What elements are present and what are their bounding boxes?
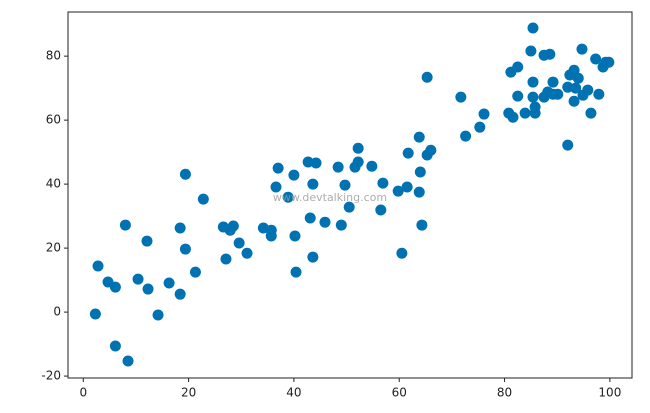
point: [92, 260, 104, 272]
x-tick-label: 80: [497, 386, 512, 400]
point: [512, 61, 524, 73]
points: [89, 22, 615, 367]
point: [478, 108, 490, 120]
point: [310, 157, 322, 169]
point: [568, 95, 580, 107]
point: [304, 212, 316, 224]
point: [152, 309, 164, 321]
point: [425, 144, 437, 156]
point: [307, 251, 319, 263]
point: [89, 308, 101, 320]
point: [265, 224, 277, 236]
point: [460, 130, 472, 142]
point: [527, 91, 539, 103]
point: [590, 53, 602, 65]
plot-frame: [67, 11, 633, 379]
point: [375, 204, 387, 216]
watermark: www.devtalking.com: [273, 191, 387, 204]
point: [402, 147, 414, 159]
point: [174, 288, 186, 300]
y-tick-label: 60: [46, 113, 61, 127]
point: [179, 168, 191, 180]
point: [109, 281, 121, 293]
point: [272, 162, 284, 174]
point: [189, 266, 201, 278]
point: [413, 131, 425, 143]
point: [527, 22, 539, 34]
point: [527, 76, 539, 88]
point: [179, 243, 191, 255]
point: [366, 160, 378, 172]
point: [339, 179, 351, 191]
point: [413, 186, 425, 198]
point: [562, 139, 574, 151]
point: [392, 185, 404, 197]
point: [241, 247, 253, 259]
point: [122, 355, 134, 367]
y-tick-label: 0: [53, 305, 61, 319]
point: [220, 253, 232, 265]
point: [307, 178, 319, 190]
point: [525, 45, 537, 57]
point: [455, 91, 467, 103]
point: [593, 88, 605, 100]
point: [396, 247, 408, 259]
point: [289, 230, 301, 242]
y-tick-label: 40: [46, 177, 61, 191]
point: [570, 82, 582, 94]
point: [119, 219, 131, 231]
point: [163, 277, 175, 289]
x-tick-label: 100: [598, 386, 621, 400]
point: [141, 235, 153, 247]
point: [421, 71, 433, 83]
point: [352, 156, 364, 168]
point: [547, 76, 559, 88]
point: [282, 191, 294, 203]
point: [290, 266, 302, 278]
x-tick-label: 20: [181, 386, 196, 400]
point: [401, 181, 413, 193]
point: [529, 107, 541, 119]
point: [576, 43, 588, 55]
point: [474, 121, 486, 133]
point: [507, 111, 519, 123]
point: [109, 340, 121, 352]
point: [319, 216, 331, 228]
y-tick-label: 80: [46, 49, 61, 63]
point: [332, 161, 344, 173]
point: [197, 193, 209, 205]
point: [174, 222, 186, 234]
point: [544, 48, 556, 60]
y-tick-label: 20: [46, 241, 61, 255]
x-tick-label: 40: [286, 386, 301, 400]
point: [142, 283, 154, 295]
point: [270, 181, 282, 193]
point: [288, 169, 300, 181]
point: [132, 273, 144, 285]
x-tick-label: 0: [79, 386, 87, 400]
point: [572, 72, 584, 84]
point: [585, 107, 597, 119]
point: [224, 224, 236, 236]
point: [512, 90, 524, 102]
point: [377, 177, 389, 189]
x-tick-label: 60: [392, 386, 407, 400]
point: [519, 107, 531, 119]
point: [233, 237, 245, 249]
point: [335, 219, 347, 231]
point: [414, 166, 426, 178]
point: [343, 201, 355, 213]
point: [416, 219, 428, 231]
point: [352, 142, 364, 154]
point: [603, 56, 615, 68]
point: [582, 84, 594, 96]
point: [552, 88, 564, 100]
y-tick-label: -20: [41, 369, 61, 383]
